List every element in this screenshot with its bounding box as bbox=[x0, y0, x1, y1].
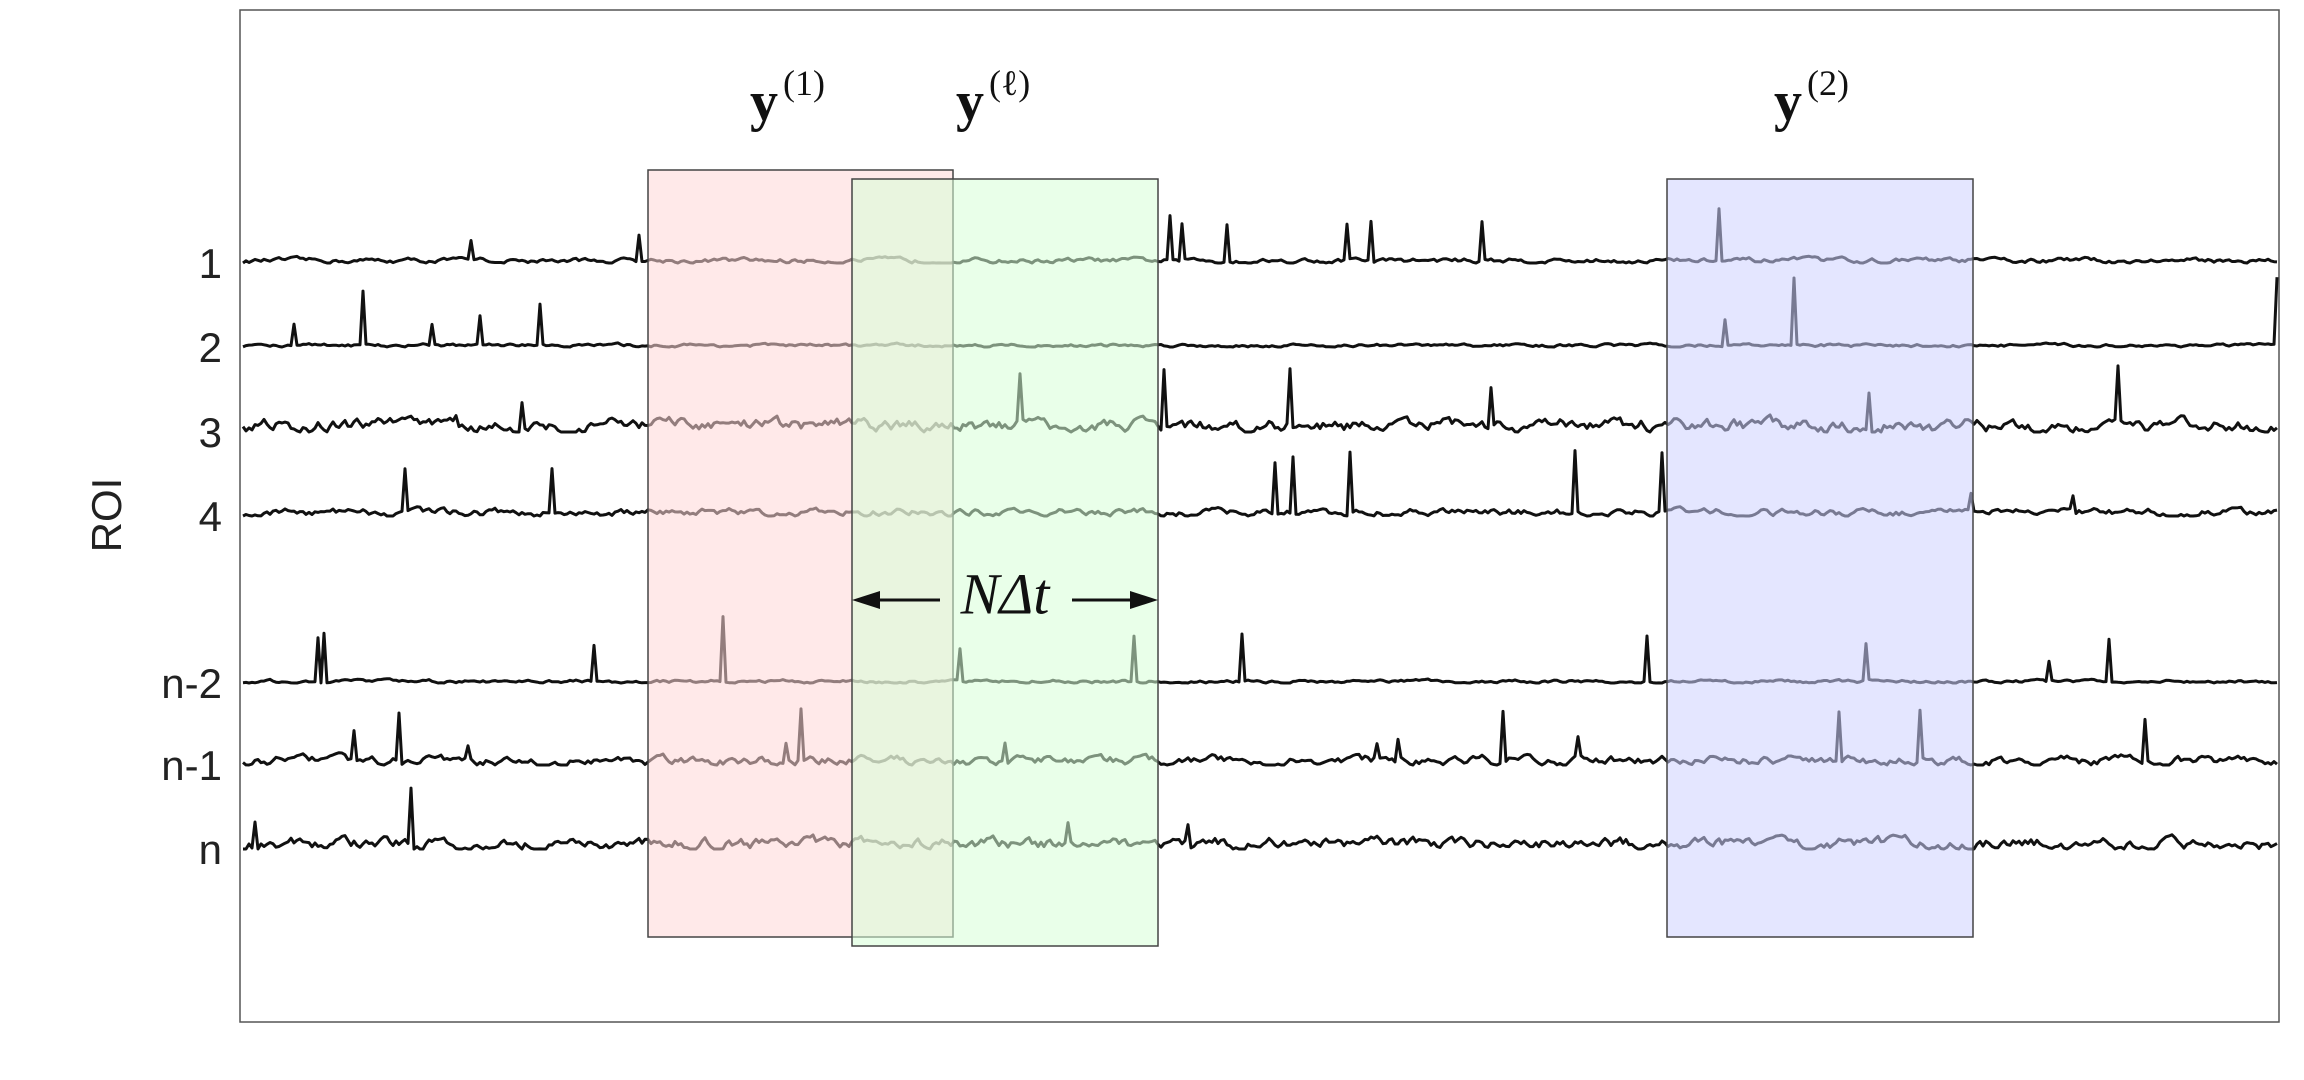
span-arrow bbox=[852, 591, 1158, 609]
window-labels: y (1) y (ℓ) y (2) bbox=[750, 63, 1849, 133]
window-symbol: y bbox=[1774, 71, 1802, 133]
span-label: NΔt bbox=[960, 561, 1052, 626]
window-superscript: (1) bbox=[783, 63, 825, 103]
row-label: 4 bbox=[199, 493, 222, 540]
row-labels: 1 2 3 4 n-2 n-1 n bbox=[161, 240, 222, 873]
window-symbol: y bbox=[750, 71, 778, 133]
window-superscript: (ℓ) bbox=[989, 63, 1030, 103]
window-l bbox=[851, 178, 1159, 947]
axis-label: ROI bbox=[83, 478, 130, 553]
frame bbox=[239, 9, 2280, 1023]
window-superscript: (2) bbox=[1807, 63, 1849, 103]
row-label: 3 bbox=[199, 409, 222, 456]
row-label: n-2 bbox=[161, 660, 222, 707]
window-2 bbox=[1666, 178, 1974, 938]
row-label: 1 bbox=[199, 240, 222, 287]
row-label: n bbox=[199, 826, 222, 873]
row-label: n-1 bbox=[161, 742, 222, 789]
row-label: 2 bbox=[199, 324, 222, 371]
window-symbol: y bbox=[956, 71, 984, 133]
